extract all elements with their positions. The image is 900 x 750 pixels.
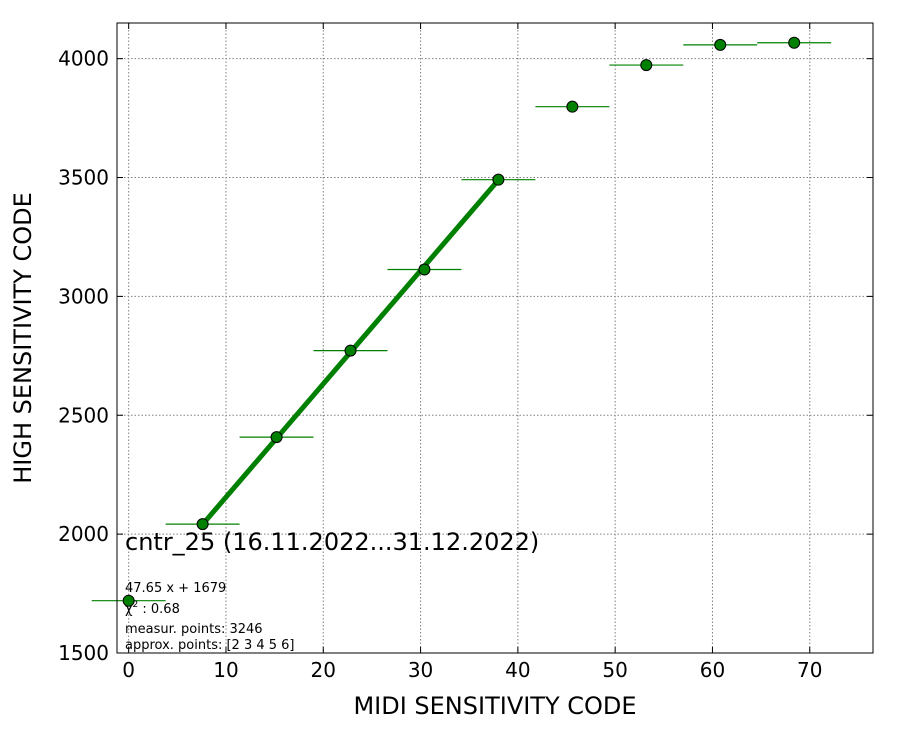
data-point — [640, 59, 653, 72]
fit-equation: 47.65 x + 1679 — [125, 581, 226, 596]
data-point — [270, 431, 283, 444]
measur-points: measur. points: 3246 — [125, 622, 263, 637]
chi-exponent: 2 — [133, 600, 139, 610]
y-tick-label: 4000 — [58, 47, 109, 71]
data-point — [344, 344, 357, 357]
chi-square: χ2 : 0.68 — [125, 600, 180, 617]
x-tick-label: 70 — [797, 658, 822, 682]
data-point — [196, 518, 209, 531]
y-tick-label: 2500 — [58, 403, 109, 427]
data-point — [788, 36, 801, 49]
y-tick-label: 2000 — [58, 522, 109, 546]
chart-annotation-title: cntr_25 (16.11.2022...31.12.2022) — [125, 528, 539, 556]
axis-ticks: 0 10 20 30 40 50 60 70 1500 2000 2500 3000 3500 4000 — [58, 23, 873, 682]
x-tick-label: 30 — [408, 658, 433, 682]
x-tick-label: 50 — [602, 658, 627, 682]
x-tick-label: 40 — [505, 658, 530, 682]
x-tick-label: 60 — [700, 658, 725, 682]
data-point — [492, 173, 505, 186]
y-tick-label: 1500 — [58, 641, 109, 665]
data-point — [122, 594, 135, 607]
data-point — [714, 38, 727, 51]
data-points — [122, 36, 801, 607]
x-tick-label: 0 — [122, 658, 135, 682]
x-tick-label: 10 — [213, 658, 238, 682]
y-tick-label: 3000 — [58, 284, 109, 308]
plot-background — [117, 23, 873, 653]
y-axis-title: HIGH SENSITIVITY CODE — [9, 192, 37, 484]
x-axis-title: MIDI SENSITIVITY CODE — [353, 692, 636, 720]
data-point — [566, 100, 579, 113]
y-tick-label: 3500 — [58, 166, 109, 190]
chi-value: : 0.68 — [138, 602, 180, 617]
x-tick-label: 20 — [311, 658, 336, 682]
chi-symbol: χ — [125, 602, 133, 617]
approx-points: approx. points: [2 3 4 5 6] — [125, 638, 295, 653]
plot-frame — [116, 22, 874, 654]
data-point — [418, 263, 431, 276]
